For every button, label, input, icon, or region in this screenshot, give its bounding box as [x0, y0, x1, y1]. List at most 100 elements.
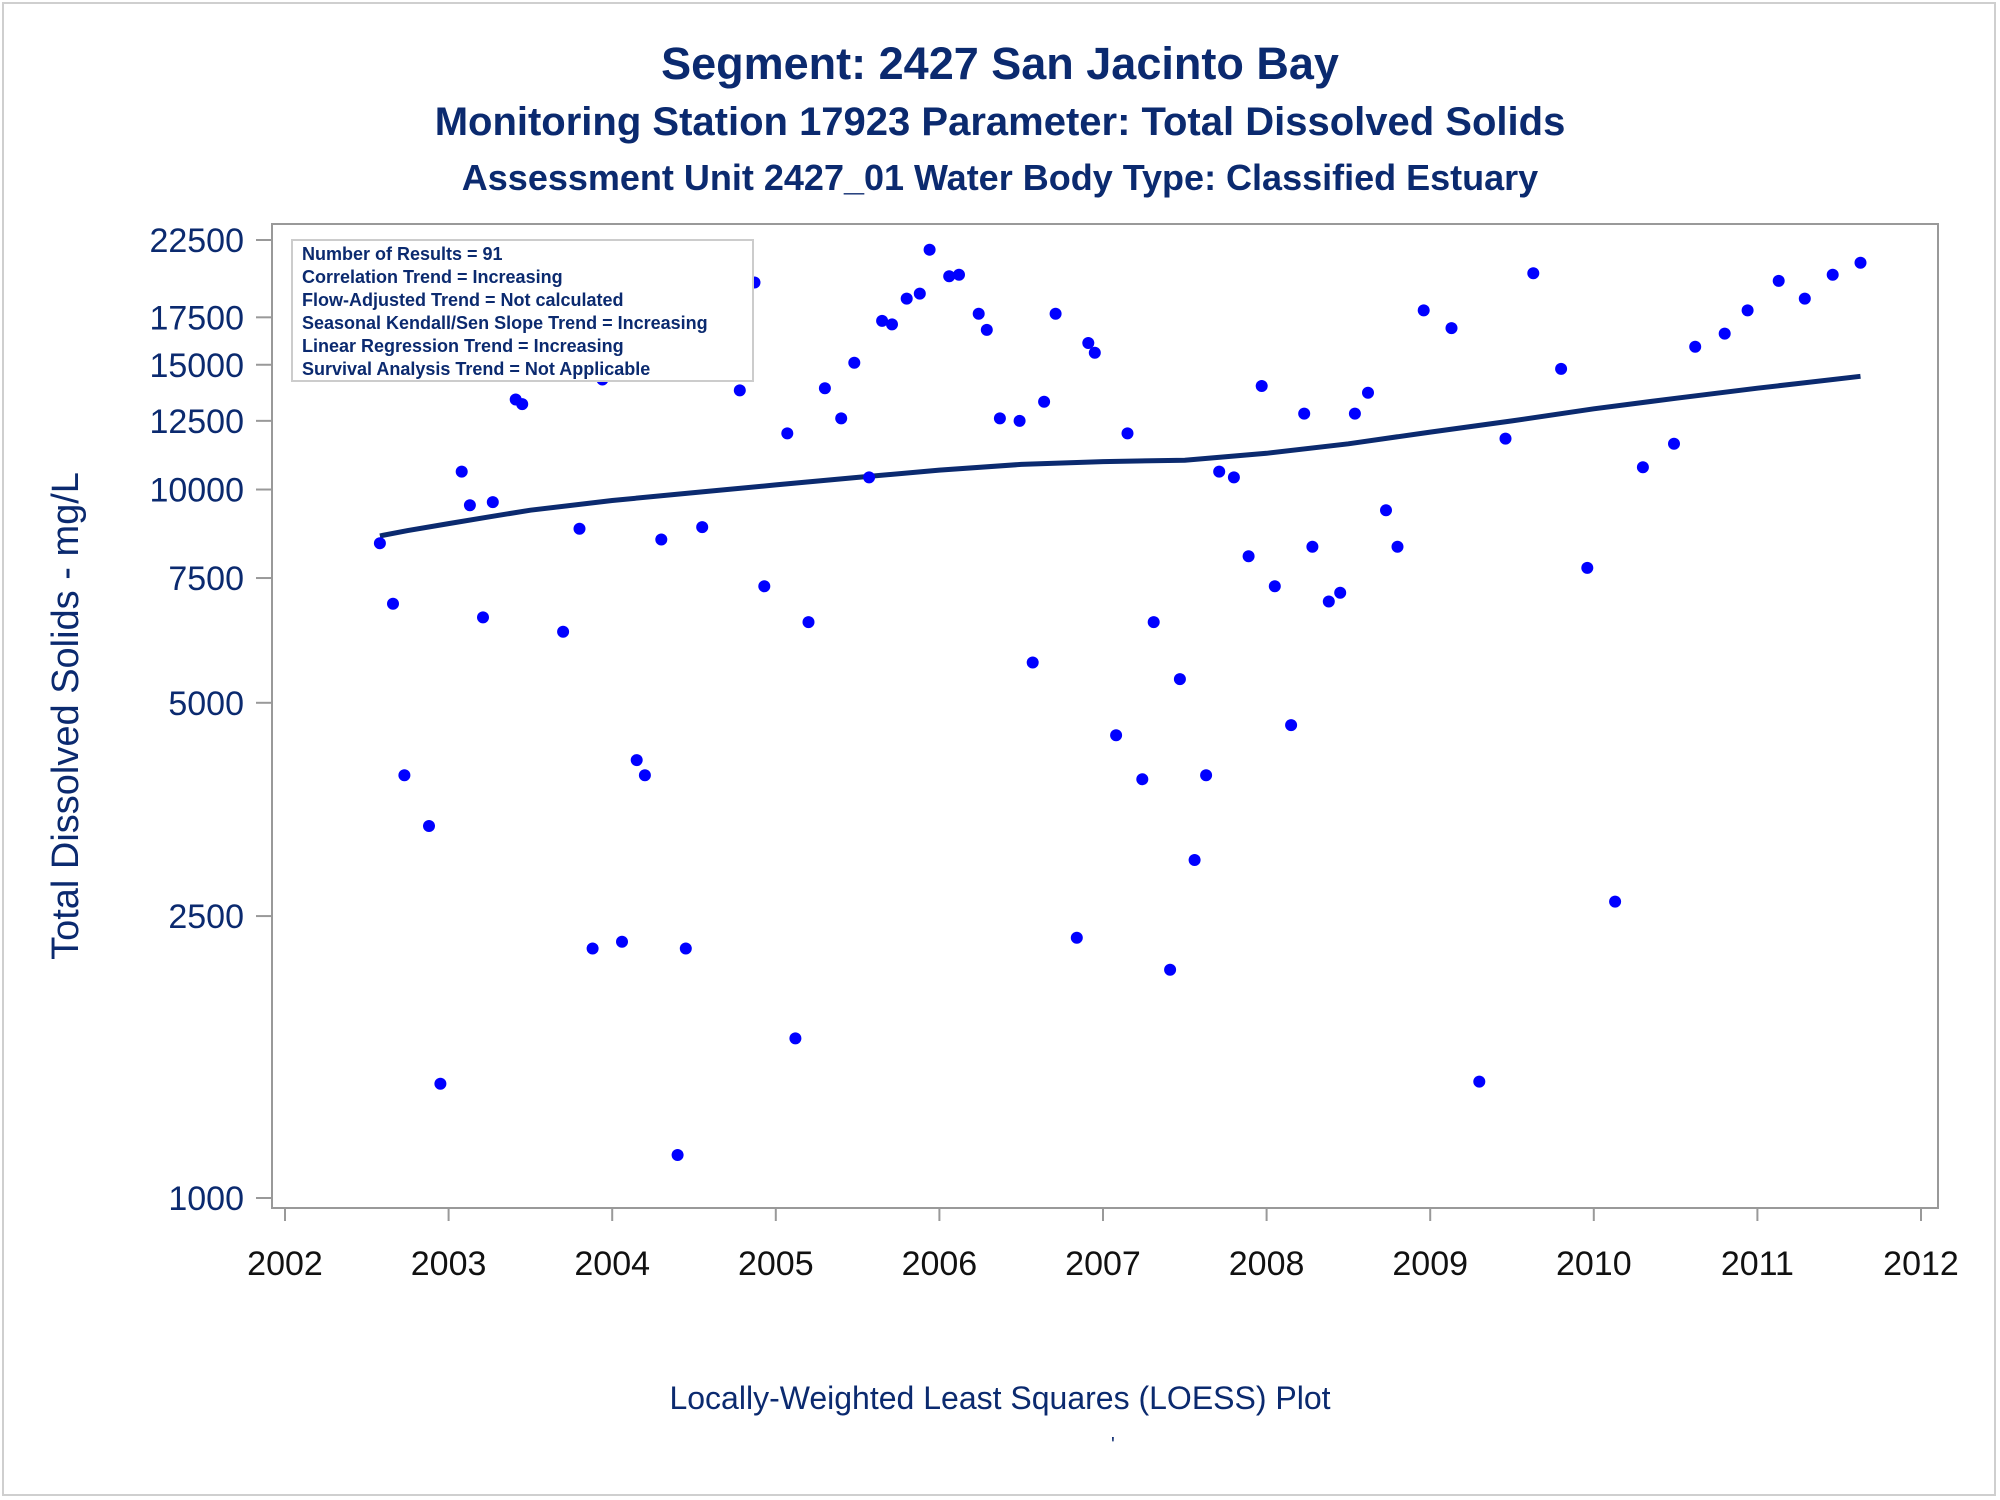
data-point: [1348, 407, 1361, 420]
stats-inset-box: [291, 239, 754, 382]
data-point: [516, 398, 529, 411]
y-tick-label: 15000: [149, 347, 244, 385]
stats-inset-line: Linear Regression Trend = Increasing: [302, 336, 624, 356]
data-point: [1555, 362, 1568, 375]
data-point: [848, 356, 861, 369]
data-point: [733, 384, 746, 397]
data-point: [1136, 773, 1149, 786]
data-point: [616, 935, 628, 948]
data-point: [1164, 963, 1177, 976]
data-point: [863, 471, 876, 484]
y-tick-label: 7500: [168, 560, 244, 598]
data-point: [630, 754, 643, 767]
data-point: [557, 625, 570, 638]
y-tick-label: 12500: [149, 403, 244, 441]
chart-subtitle-station: Monitoring Station 17923 Parameter: Tota…: [434, 100, 1566, 144]
data-point: [953, 268, 965, 281]
data-point: [900, 292, 913, 305]
data-point: [387, 597, 399, 610]
x-tick-label: 2002: [247, 1245, 323, 1283]
data-point: [1242, 550, 1255, 563]
data-point: [1362, 386, 1374, 399]
data-point: [886, 318, 898, 331]
loess-trend-line: [379, 373, 1861, 539]
data-point: [1417, 304, 1430, 317]
data-point: [1380, 504, 1392, 517]
data-point: [373, 537, 386, 550]
data-point: [477, 611, 489, 624]
data-point: [455, 465, 468, 478]
data-point: [463, 499, 476, 512]
x-tick-label: 2003: [411, 1245, 487, 1283]
data-point: [1636, 461, 1649, 474]
data-point: [1718, 327, 1731, 340]
data-point: [1147, 616, 1160, 629]
data-point: [1121, 427, 1134, 440]
chart-subtitle-assessment: Assessment Unit 2427_01 Water Body Type:…: [461, 157, 1539, 198]
data-point: [423, 820, 435, 832]
data-point: [1013, 414, 1026, 427]
data-point: [758, 580, 771, 593]
data-point: [1826, 268, 1839, 281]
footnote-mark: ': [1111, 1434, 1115, 1456]
data-point: [1527, 267, 1540, 280]
data-point: [1445, 322, 1458, 335]
data-point: [781, 427, 794, 440]
data-point: [923, 243, 936, 256]
data-point: [398, 769, 411, 782]
data-point: [1049, 307, 1062, 320]
data-point: [1391, 540, 1404, 553]
stats-inset-line: Number of Results = 91: [302, 244, 503, 264]
data-point: [993, 412, 1006, 425]
data-point: [1110, 729, 1123, 742]
data-point: [1070, 931, 1083, 944]
data-point: [655, 533, 668, 546]
data-point: [1038, 395, 1051, 408]
data-point: [1255, 380, 1268, 392]
x-axis: 2002 2003 2004 2005 2006 2007 2008 2009 2010 2011…: [247, 1207, 1959, 1283]
data-point: [1668, 437, 1680, 450]
data-point: [1473, 1075, 1486, 1088]
data-point: [1188, 854, 1201, 866]
data-point: [1268, 580, 1281, 593]
y-axis: 1000 2500 5000 7500 10000 12500 15000 17500 2250…: [149, 222, 273, 1218]
x-tick-label: 2011: [1721, 1245, 1794, 1283]
y-tick-label: 22500: [149, 222, 244, 260]
data-point: [789, 1032, 802, 1045]
data-point: [1581, 561, 1594, 574]
data-point: [1306, 540, 1319, 553]
data-point: [802, 616, 815, 629]
y-tick-label: 2500: [168, 898, 244, 936]
data-point: [1227, 471, 1240, 484]
data-point: [638, 769, 651, 782]
stats-inset-line: Correlation Trend = Increasing: [302, 267, 563, 287]
x-tick-label: 2005: [738, 1245, 814, 1283]
data-point: [679, 942, 692, 955]
data-point: [1689, 340, 1702, 353]
data-point: [671, 1149, 684, 1161]
data-point: [972, 307, 985, 320]
data-point: [696, 521, 709, 534]
data-point: [980, 323, 993, 336]
y-axis-label: Total Dissolved Solids - mg/L: [45, 472, 87, 960]
stats-inset-line: Seasonal Kendall/Sen Slope Trend = Incre…: [302, 313, 708, 333]
data-point: [1298, 407, 1311, 420]
x-tick-label: 2007: [1065, 1245, 1141, 1283]
x-tick-label: 2009: [1392, 1245, 1468, 1283]
data-point: [1026, 656, 1039, 669]
stats-inset-line: Survival Analysis Trend = Not Applicable: [302, 359, 650, 379]
footnote: Locally-Weighted Least Squares (LOESS) P…: [669, 1380, 1331, 1416]
data-point: [486, 496, 499, 509]
data-point: [1173, 673, 1186, 686]
data-point: [943, 270, 956, 283]
x-tick-label: 2010: [1556, 1245, 1632, 1283]
data-point: [1213, 465, 1226, 478]
data-point: [1609, 895, 1622, 908]
y-tick-label: 17500: [149, 299, 244, 337]
data-point: [1334, 586, 1347, 599]
data-point: [818, 382, 831, 395]
x-tick-label: 2012: [1883, 1245, 1959, 1283]
y-tick-label: 10000: [149, 472, 244, 510]
